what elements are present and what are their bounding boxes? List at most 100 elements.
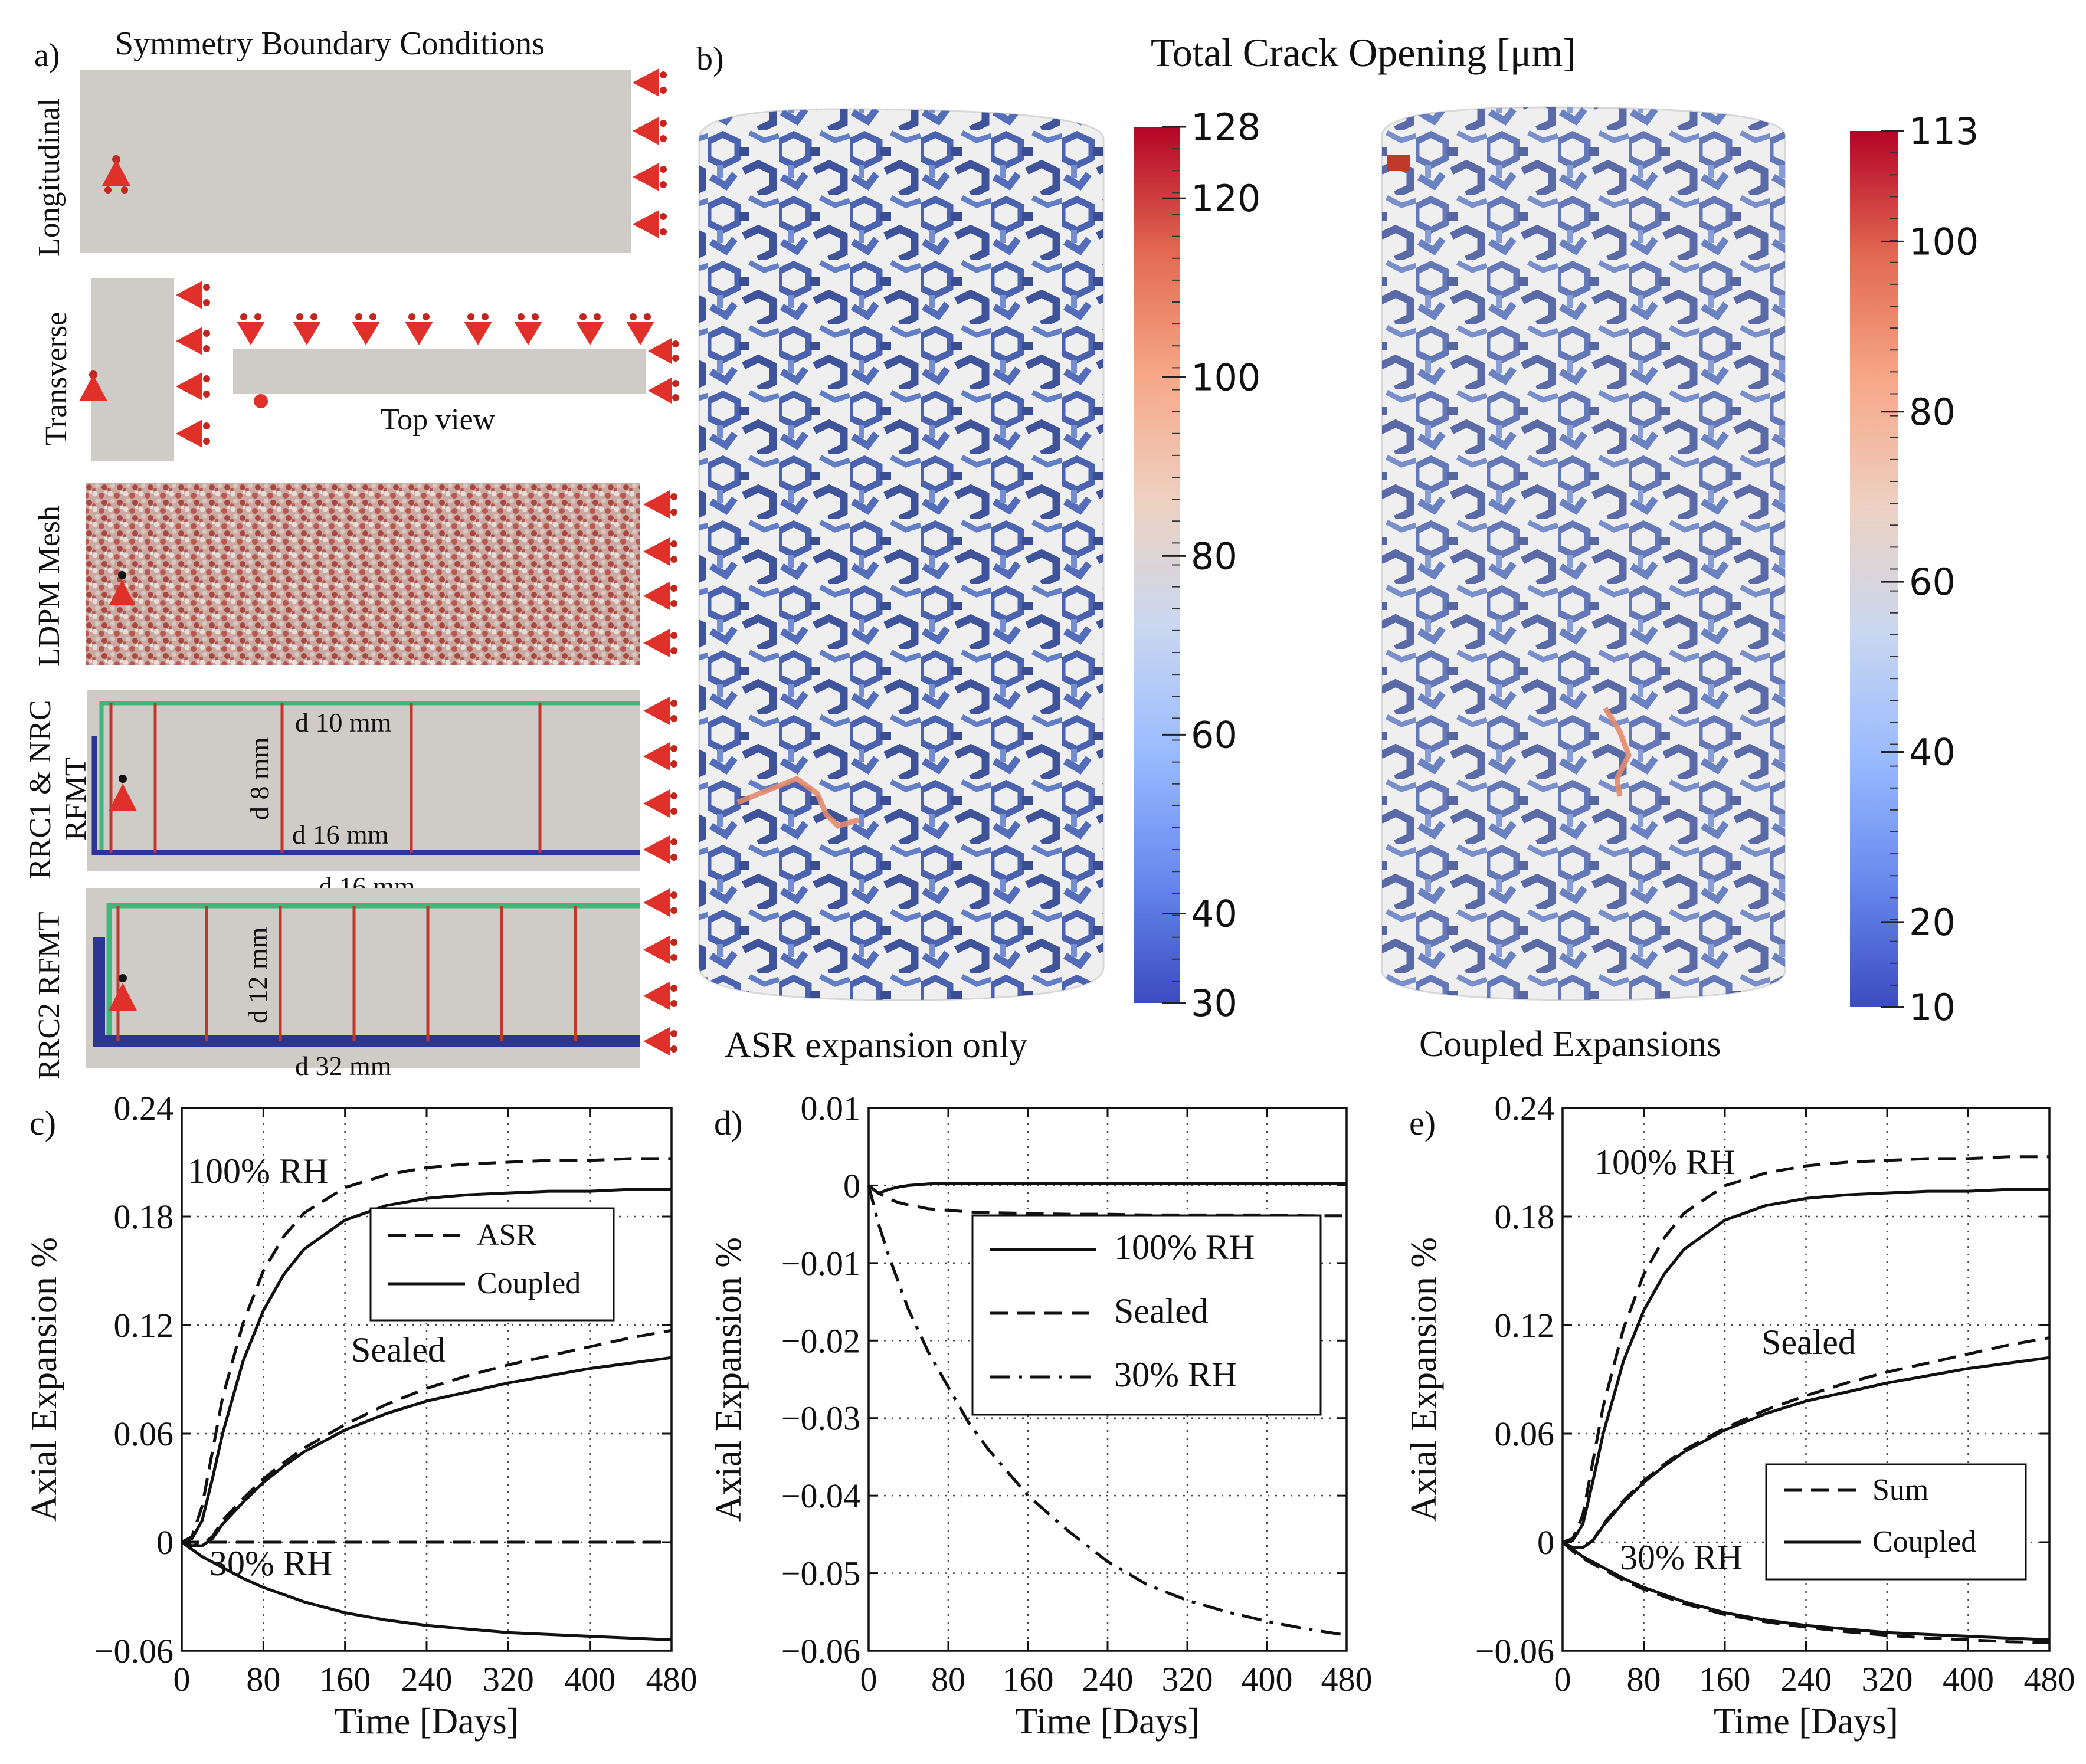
x-tick-label: 80 [1627, 1660, 1661, 1699]
colorbar-tick-label: 10 [1909, 986, 1956, 1029]
colorbar-tick-label: 100 [1191, 356, 1260, 399]
series-line [1562, 1155, 2049, 1544]
crack-hotspot [1603, 706, 1632, 797]
panel-a-title: Symmetry Boundary Conditions [115, 25, 545, 62]
x-axis-label: Time [Days] [1714, 1701, 1898, 1742]
longitudinal-block [80, 70, 631, 253]
row-label-rrc2: RRC2 RFMT [32, 911, 66, 1080]
series-line [181, 1157, 672, 1544]
colorbar-tick-label: 20 [1909, 901, 1956, 944]
series-annotation: Sealed [351, 1330, 446, 1369]
series-annotation: 100% RH [188, 1152, 328, 1191]
y-tick-label: 0.24 [1495, 1089, 1555, 1127]
rebar-label-rrc1-top: d 10 mm [295, 707, 392, 737]
row-label-ldpm-mesh: LDPM Mesh [32, 506, 66, 667]
roller-supports-rrc1 [643, 697, 677, 864]
panel-b: b) Total Crack Opening [μm] 128 120 100 80 6… [696, 30, 1979, 1065]
y-tick-label: 0.18 [1495, 1198, 1555, 1236]
y-axis-label: Axial Expansion % [709, 1237, 749, 1522]
colorbar-tick-label: 100 [1909, 220, 1979, 263]
x-tick-label: 0 [860, 1660, 877, 1699]
y-tick-label: −0.06 [781, 1632, 860, 1670]
crack-hotspot [1387, 155, 1410, 171]
caption-coupled: Coupled Expansions [1419, 1024, 1721, 1064]
x-tick-label: 320 [1862, 1660, 1913, 1699]
x-tick-label: 160 [1003, 1660, 1054, 1699]
x-tick-label: 160 [319, 1660, 371, 1699]
row-label-rrc1-line2: RFMT [59, 757, 93, 841]
panel-label: c) [30, 1104, 56, 1142]
y-tick-label: 0.06 [114, 1415, 174, 1453]
series-line [867, 1182, 1347, 1195]
x-tick-label: 240 [1082, 1660, 1134, 1699]
x-tick-label: 400 [564, 1660, 615, 1699]
colorbar-tick-label: 113 [1909, 110, 1979, 153]
panel-a: a) Symmetry Boundary Conditions Longitud… [24, 25, 679, 1081]
legend-label: ASR [477, 1218, 536, 1252]
colorbar-asr: 128 120 100 80 60 40 30 [1134, 106, 1260, 1025]
y-tick-label: −0.02 [781, 1322, 860, 1360]
legend-box [1765, 1463, 2027, 1581]
colorbar-tick-label: 40 [1909, 730, 1956, 773]
series-line [181, 1329, 672, 1547]
colorbar-tick-label: 120 [1191, 177, 1260, 220]
series-line [1561, 1541, 2050, 1644]
series-annotation: Sealed [1761, 1323, 1856, 1362]
colorbar-tick-label: 80 [1191, 535, 1237, 578]
rrc2-stirrups [116, 906, 577, 1041]
y-tick-label: −0.06 [1475, 1632, 1554, 1670]
series-annotation: 100% RH [1594, 1143, 1735, 1182]
y-tick-label: 0 [843, 1166, 860, 1205]
rebar-label-rrc2-bottom: d 32 mm [295, 1051, 392, 1081]
top-view-pin [254, 394, 268, 408]
legend-label: Coupled [477, 1267, 581, 1300]
roller-supports-ldpm [643, 490, 677, 657]
crack-hotspot [736, 775, 860, 829]
y-tick-label: 0.01 [801, 1089, 861, 1127]
legend-label: 100% RH [1114, 1228, 1255, 1267]
colorbar-tick-label: 40 [1191, 892, 1237, 935]
row-label-rrc1-line1: RRC1 & NRC [24, 700, 57, 879]
rrc1-stirrups [109, 703, 542, 853]
x-tick-label: 480 [2024, 1660, 2075, 1699]
x-axis-label: Time [Days] [335, 1701, 519, 1742]
y-tick-label: 0 [1537, 1523, 1554, 1562]
transverse-block [91, 278, 174, 461]
series-line [181, 1540, 672, 1642]
rrc1-top-bar [99, 701, 640, 854]
pin-support-icon [79, 370, 107, 401]
x-tick-label: 400 [1242, 1660, 1293, 1699]
rrc2-top-bar [106, 903, 640, 1044]
series-line [1561, 1540, 2050, 1642]
x-tick-label: 240 [401, 1660, 453, 1699]
legend-label: Sum [1872, 1473, 1928, 1507]
y-tick-label: 0.18 [114, 1198, 174, 1236]
rrc2-bottom-bar [93, 937, 640, 1047]
y-tick-label: −0.01 [781, 1244, 860, 1283]
series-line [181, 1356, 672, 1547]
x-tick-label: 80 [931, 1660, 965, 1699]
x-tick-label: 0 [173, 1660, 191, 1699]
series-line [181, 1188, 672, 1544]
panel-a-label: a) [34, 37, 60, 74]
chart-c: c)0 80 160 240 320 400 480−0.0600.060.120.180.… [24, 1089, 697, 1742]
x-tick-label: 80 [246, 1660, 280, 1699]
series-line [1561, 1356, 2050, 1549]
colorbar-tick-label: 60 [1191, 713, 1237, 756]
y-axis-label: Axial Expansion % [1404, 1237, 1444, 1522]
legend-box [369, 1207, 615, 1322]
crack-cylinder-coupled [1381, 106, 1786, 1001]
roller-supports-longitudinal [633, 68, 667, 238]
x-tick-label: 480 [646, 1660, 697, 1699]
series-line [867, 1184, 1347, 1218]
colorbar-coupled: 113 100 80 60 40 20 10 [1850, 110, 1979, 1029]
y-tick-label: 0.12 [1495, 1306, 1555, 1345]
x-tick-label: 240 [1780, 1660, 1832, 1699]
x-tick-label: 320 [1162, 1660, 1213, 1699]
rrc1-block [87, 690, 640, 871]
chart-d: d) 0 80 160 240 320 400 480 −0.06 −0.05 −0.04 −0.03… [709, 1089, 1373, 1742]
row-label-longitudinal: Longitudinal [32, 98, 66, 257]
x-tick-label: 400 [1943, 1660, 1994, 1699]
x-tick-label: 0 [1554, 1660, 1571, 1699]
series-annotation: 30% RH [209, 1544, 332, 1583]
